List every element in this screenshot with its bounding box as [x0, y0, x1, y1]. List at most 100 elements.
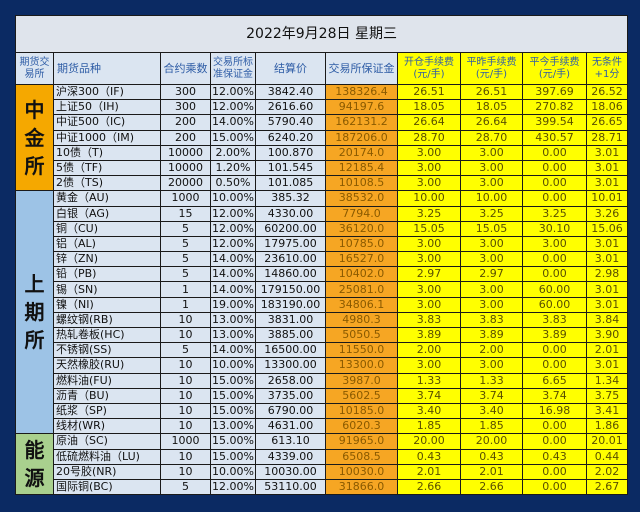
margin-rate-cell: 15.00%	[210, 372, 256, 389]
close-today-fee-cell: 0.43	[522, 448, 587, 465]
unconditional-fee-cell: 2.02	[585, 463, 629, 480]
open-fee-cell: 3.00	[397, 235, 461, 253]
table-row: 镍（NI) 1 19.00% 183190.00 34806.1 3.00 3.00 60.0…	[16, 296, 629, 313]
settle-price-cell: 101.085	[255, 175, 326, 192]
open-fee-cell: 3.00	[397, 296, 461, 313]
close-today-fee-cell: 270.82	[522, 99, 587, 116]
header-settle-price: 结算价	[255, 52, 326, 85]
exchange-margin-cell: 138326.4	[325, 83, 398, 101]
close-today-fee-cell: 60.00	[522, 281, 587, 298]
product-name-cell: 铜（CU)	[53, 220, 161, 237]
unconditional-fee-cell: 1.86	[585, 418, 629, 435]
close-today-fee-cell: 0.00	[522, 478, 587, 496]
close-today-fee-cell: 6.65	[522, 372, 587, 389]
open-fee-cell: 1.33	[397, 372, 461, 389]
close-today-fee-cell: 60.00	[522, 296, 587, 313]
close-today-fee-cell: 399.54	[522, 114, 587, 131]
table-row: 5债（TF) 10000 1.20% 101.545 12185.4 3.00 3.00 0.…	[16, 159, 629, 177]
settle-price-cell: 4330.00	[255, 205, 326, 222]
close-today-fee-cell: 3.83	[522, 311, 587, 329]
exchange-margin-cell: 38532.0	[325, 190, 398, 207]
close-today-fee-cell: 3.00	[522, 235, 587, 253]
close-today-fee-cell: 0.00	[522, 190, 587, 207]
close-yesterday-fee-cell: 2.97	[460, 266, 523, 283]
settle-price-cell: 183190.00	[255, 296, 326, 313]
close-yesterday-fee-cell: 3.00	[460, 296, 523, 313]
open-fee-cell: 0.43	[397, 448, 461, 465]
open-fee-cell: 3.00	[397, 175, 461, 192]
close-yesterday-fee-cell: 3.00	[460, 159, 523, 177]
unconditional-fee-cell: 3.01	[585, 144, 629, 161]
close-yesterday-fee-cell: 15.05	[460, 220, 523, 237]
exchange-margin-cell: 3987.0	[325, 372, 398, 389]
unconditional-fee-cell: 3.75	[585, 387, 629, 404]
settle-price-cell: 14860.00	[255, 266, 326, 283]
exchange-margin-cell: 20174.0	[325, 144, 398, 161]
table-row: 螺纹钢(RB) 10 13.00% 3831.00 4980.3 3.83 3.83 3.83…	[16, 311, 629, 329]
open-fee-cell: 3.74	[397, 387, 461, 404]
product-name-cell: 镍（NI)	[53, 296, 161, 313]
open-fee-cell: 26.51	[397, 83, 461, 101]
product-name-cell: 白银（AG)	[53, 205, 161, 222]
settle-price-cell: 3831.00	[255, 311, 326, 329]
close-today-fee-cell: 0.00	[522, 463, 587, 480]
product-name-cell: 原油（SC)	[53, 433, 161, 450]
settle-price-cell: 2658.00	[255, 372, 326, 389]
close-yesterday-fee-cell: 2.01	[460, 463, 523, 480]
open-fee-cell: 28.70	[397, 129, 461, 146]
multiplier-cell: 200	[160, 129, 211, 146]
margin-rate-cell: 12.00%	[210, 478, 256, 496]
product-name-cell: 锡（SN)	[53, 281, 161, 298]
unconditional-fee-cell: 3.01	[585, 357, 629, 374]
margin-rate-cell: 14.00%	[210, 266, 256, 283]
exchange-margin-cell: 25081.0	[325, 281, 398, 298]
close-yesterday-fee-cell: 3.74	[460, 387, 523, 404]
table-row: 低硫燃料油（LU) 10 15.00% 4339.00 6508.5 0.43 0.43 0.…	[16, 448, 629, 465]
multiplier-cell: 5	[160, 220, 211, 237]
table-row: 沥青（BU) 10 15.00% 3735.00 5602.5 3.74 3.74 3.74 3…	[16, 387, 629, 404]
exchange-margin-cell: 12185.4	[325, 159, 398, 177]
margin-rate-cell: 19.00%	[210, 296, 256, 313]
settle-price-cell: 3885.00	[255, 326, 326, 344]
multiplier-cell: 1000	[160, 190, 211, 207]
multiplier-cell: 5	[160, 342, 211, 359]
open-fee-cell: 18.05	[397, 99, 461, 116]
close-yesterday-fee-cell: 0.43	[460, 448, 523, 465]
exchange-group-cell: 上期所	[15, 190, 54, 435]
exchange-margin-cell: 10185.0	[325, 402, 398, 420]
open-fee-cell: 2.66	[397, 478, 461, 496]
exchange-margin-cell: 5050.5	[325, 326, 398, 344]
product-name-cell: 中证500（IC)	[53, 114, 161, 131]
fee-table-container: 2022年9月28日 星期三 期货交易所 期货品种 合约乘数 交易所标准保证金 …	[14, 15, 629, 496]
settle-price-cell: 6240.20	[255, 129, 326, 146]
unconditional-fee-cell: 3.90	[585, 326, 629, 344]
product-name-cell: 黄金（AU)	[53, 190, 161, 207]
product-name-cell: 沥青（BU)	[53, 387, 161, 404]
header-open-fee: 开仓手续费(元/手)	[397, 52, 461, 85]
close-today-fee-cell: 430.57	[522, 129, 587, 146]
header-row: 期货交易所 期货品种 合约乘数 交易所标准保证金 结算价 交易所保证金 开仓手续…	[15, 52, 629, 85]
close-today-fee-cell: 3.89	[522, 326, 587, 344]
product-name-cell: 国际铜(BC)	[53, 478, 161, 496]
unconditional-fee-cell: 3.26	[585, 205, 629, 222]
unconditional-fee-cell: 10.01	[585, 190, 629, 207]
multiplier-cell: 5	[160, 251, 211, 268]
open-fee-cell: 3.89	[397, 326, 461, 344]
settle-price-cell: 613.10	[255, 433, 326, 450]
exchange-margin-cell: 31866.0	[325, 478, 398, 496]
open-fee-cell: 26.64	[397, 114, 461, 131]
product-name-cell: 纸浆（SP)	[53, 402, 161, 420]
close-yesterday-fee-cell: 3.00	[460, 281, 523, 298]
settle-price-cell: 101.545	[255, 159, 326, 177]
exchange-group-cell: 中金所	[15, 83, 54, 192]
multiplier-cell: 300	[160, 83, 211, 101]
close-yesterday-fee-cell: 20.00	[460, 433, 523, 450]
product-name-cell: 中证1000（IM)	[53, 129, 161, 146]
multiplier-cell: 10	[160, 311, 211, 329]
header-close-today-fee: 平今手续费(元/手)	[522, 52, 587, 85]
open-fee-cell: 3.00	[397, 251, 461, 268]
exchange-margin-cell: 4980.3	[325, 311, 398, 329]
open-fee-cell: 2.97	[397, 266, 461, 283]
margin-rate-cell: 14.00%	[210, 342, 256, 359]
close-today-fee-cell: 3.74	[522, 387, 587, 404]
